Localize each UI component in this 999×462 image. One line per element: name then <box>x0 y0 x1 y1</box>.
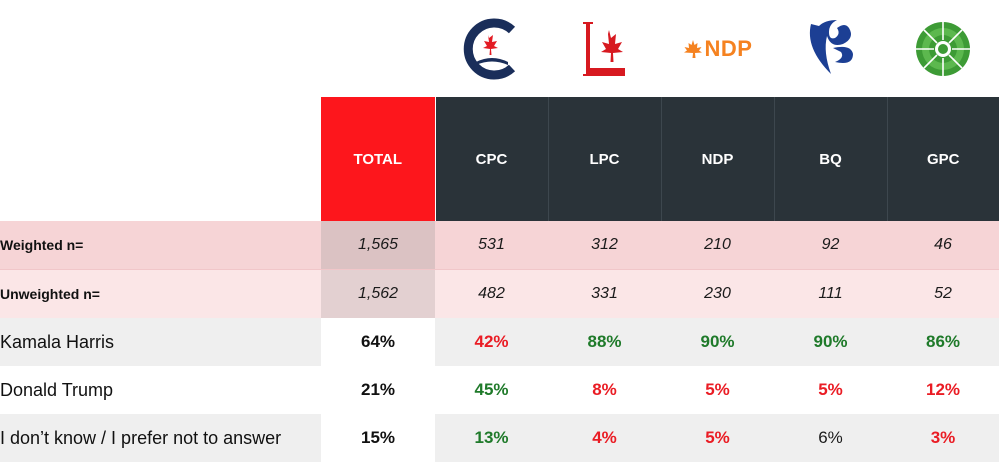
table-row: Kamala Harris 64% 42% 88% 90% 90% 86% <box>0 318 999 366</box>
trump-bq: 5% <box>774 366 887 414</box>
harris-bq: 90% <box>774 318 887 366</box>
harris-cpc: 42% <box>435 318 548 366</box>
gpc-logo-cell <box>887 0 999 97</box>
trump-lpc: 8% <box>548 366 661 414</box>
table-row: Donald Trump 21% 45% 8% 5% 5% 12% <box>0 366 999 414</box>
ndp-logo-cell: NDP <box>661 0 774 97</box>
weighted-label: Weighted n= <box>0 221 321 270</box>
dont-know-cpc: 13% <box>435 414 548 462</box>
row-label-trump: Donald Trump <box>0 366 321 414</box>
lpc-logo-icon <box>582 21 625 76</box>
bq-logo-cell <box>774 0 887 97</box>
harris-total: 64% <box>321 318 435 366</box>
ndp-logo-text: NDP <box>704 35 753 61</box>
unweighted-total: 1,562 <box>321 269 435 318</box>
weighted-bq: 92 <box>774 221 887 270</box>
weighted-gpc: 46 <box>887 221 999 270</box>
header-lpc: LPC <box>548 97 662 221</box>
harris-gpc: 86% <box>887 318 999 366</box>
weighted-lpc: 312 <box>548 221 661 270</box>
unweighted-ndp: 230 <box>661 269 774 318</box>
weighted-total: 1,565 <box>321 221 435 270</box>
logo-spacer-total <box>321 0 435 97</box>
gpc-logo-icon <box>916 21 970 76</box>
header-gpc: GPC <box>887 97 999 221</box>
header-label-spacer <box>0 97 321 221</box>
lpc-logo-cell <box>548 0 661 97</box>
trump-ndp: 5% <box>661 366 774 414</box>
trump-gpc: 12% <box>887 366 999 414</box>
ndp-logo-icon: NDP <box>683 36 753 62</box>
weighted-ndp: 210 <box>661 221 774 270</box>
cpc-logo-cell <box>435 0 548 97</box>
dont-know-gpc: 3% <box>887 414 999 462</box>
weighted-cpc: 531 <box>435 221 548 270</box>
bq-logo-icon <box>809 19 853 74</box>
unweighted-cpc: 482 <box>435 269 548 318</box>
dont-know-lpc: 4% <box>548 414 661 462</box>
header-bq: BQ <box>774 97 888 221</box>
header-cpc: CPC <box>435 97 549 221</box>
trump-cpc: 45% <box>435 366 548 414</box>
dont-know-total: 15% <box>321 414 435 462</box>
dont-know-bq: 6% <box>774 414 887 462</box>
maple-leaf-icon <box>683 39 702 58</box>
logo-row: NDP <box>0 0 999 97</box>
unweighted-row: Unweighted n= 1,562 482 331 230 111 52 <box>0 269 999 318</box>
unweighted-bq: 111 <box>774 269 887 318</box>
header-row: TOTAL CPC LPC NDP BQ GPC <box>0 97 999 221</box>
unweighted-label: Unweighted n= <box>0 269 321 318</box>
logo-spacer <box>0 0 321 97</box>
row-label-harris: Kamala Harris <box>0 318 321 366</box>
row-label-dont-know: I don’t know / I prefer not to answer <box>0 414 321 462</box>
unweighted-gpc: 52 <box>887 269 999 318</box>
header-total: TOTAL <box>321 97 436 221</box>
weighted-row: Weighted n= 1,565 531 312 210 92 46 <box>0 221 999 270</box>
unweighted-lpc: 331 <box>548 269 661 318</box>
dont-know-ndp: 5% <box>661 414 774 462</box>
header-ndp: NDP <box>661 97 775 221</box>
trump-total: 21% <box>321 366 435 414</box>
table-row: I don’t know / I prefer not to answer 15… <box>0 414 999 462</box>
harris-lpc: 88% <box>548 318 661 366</box>
harris-ndp: 90% <box>661 318 774 366</box>
cpc-logo-icon <box>463 18 515 79</box>
